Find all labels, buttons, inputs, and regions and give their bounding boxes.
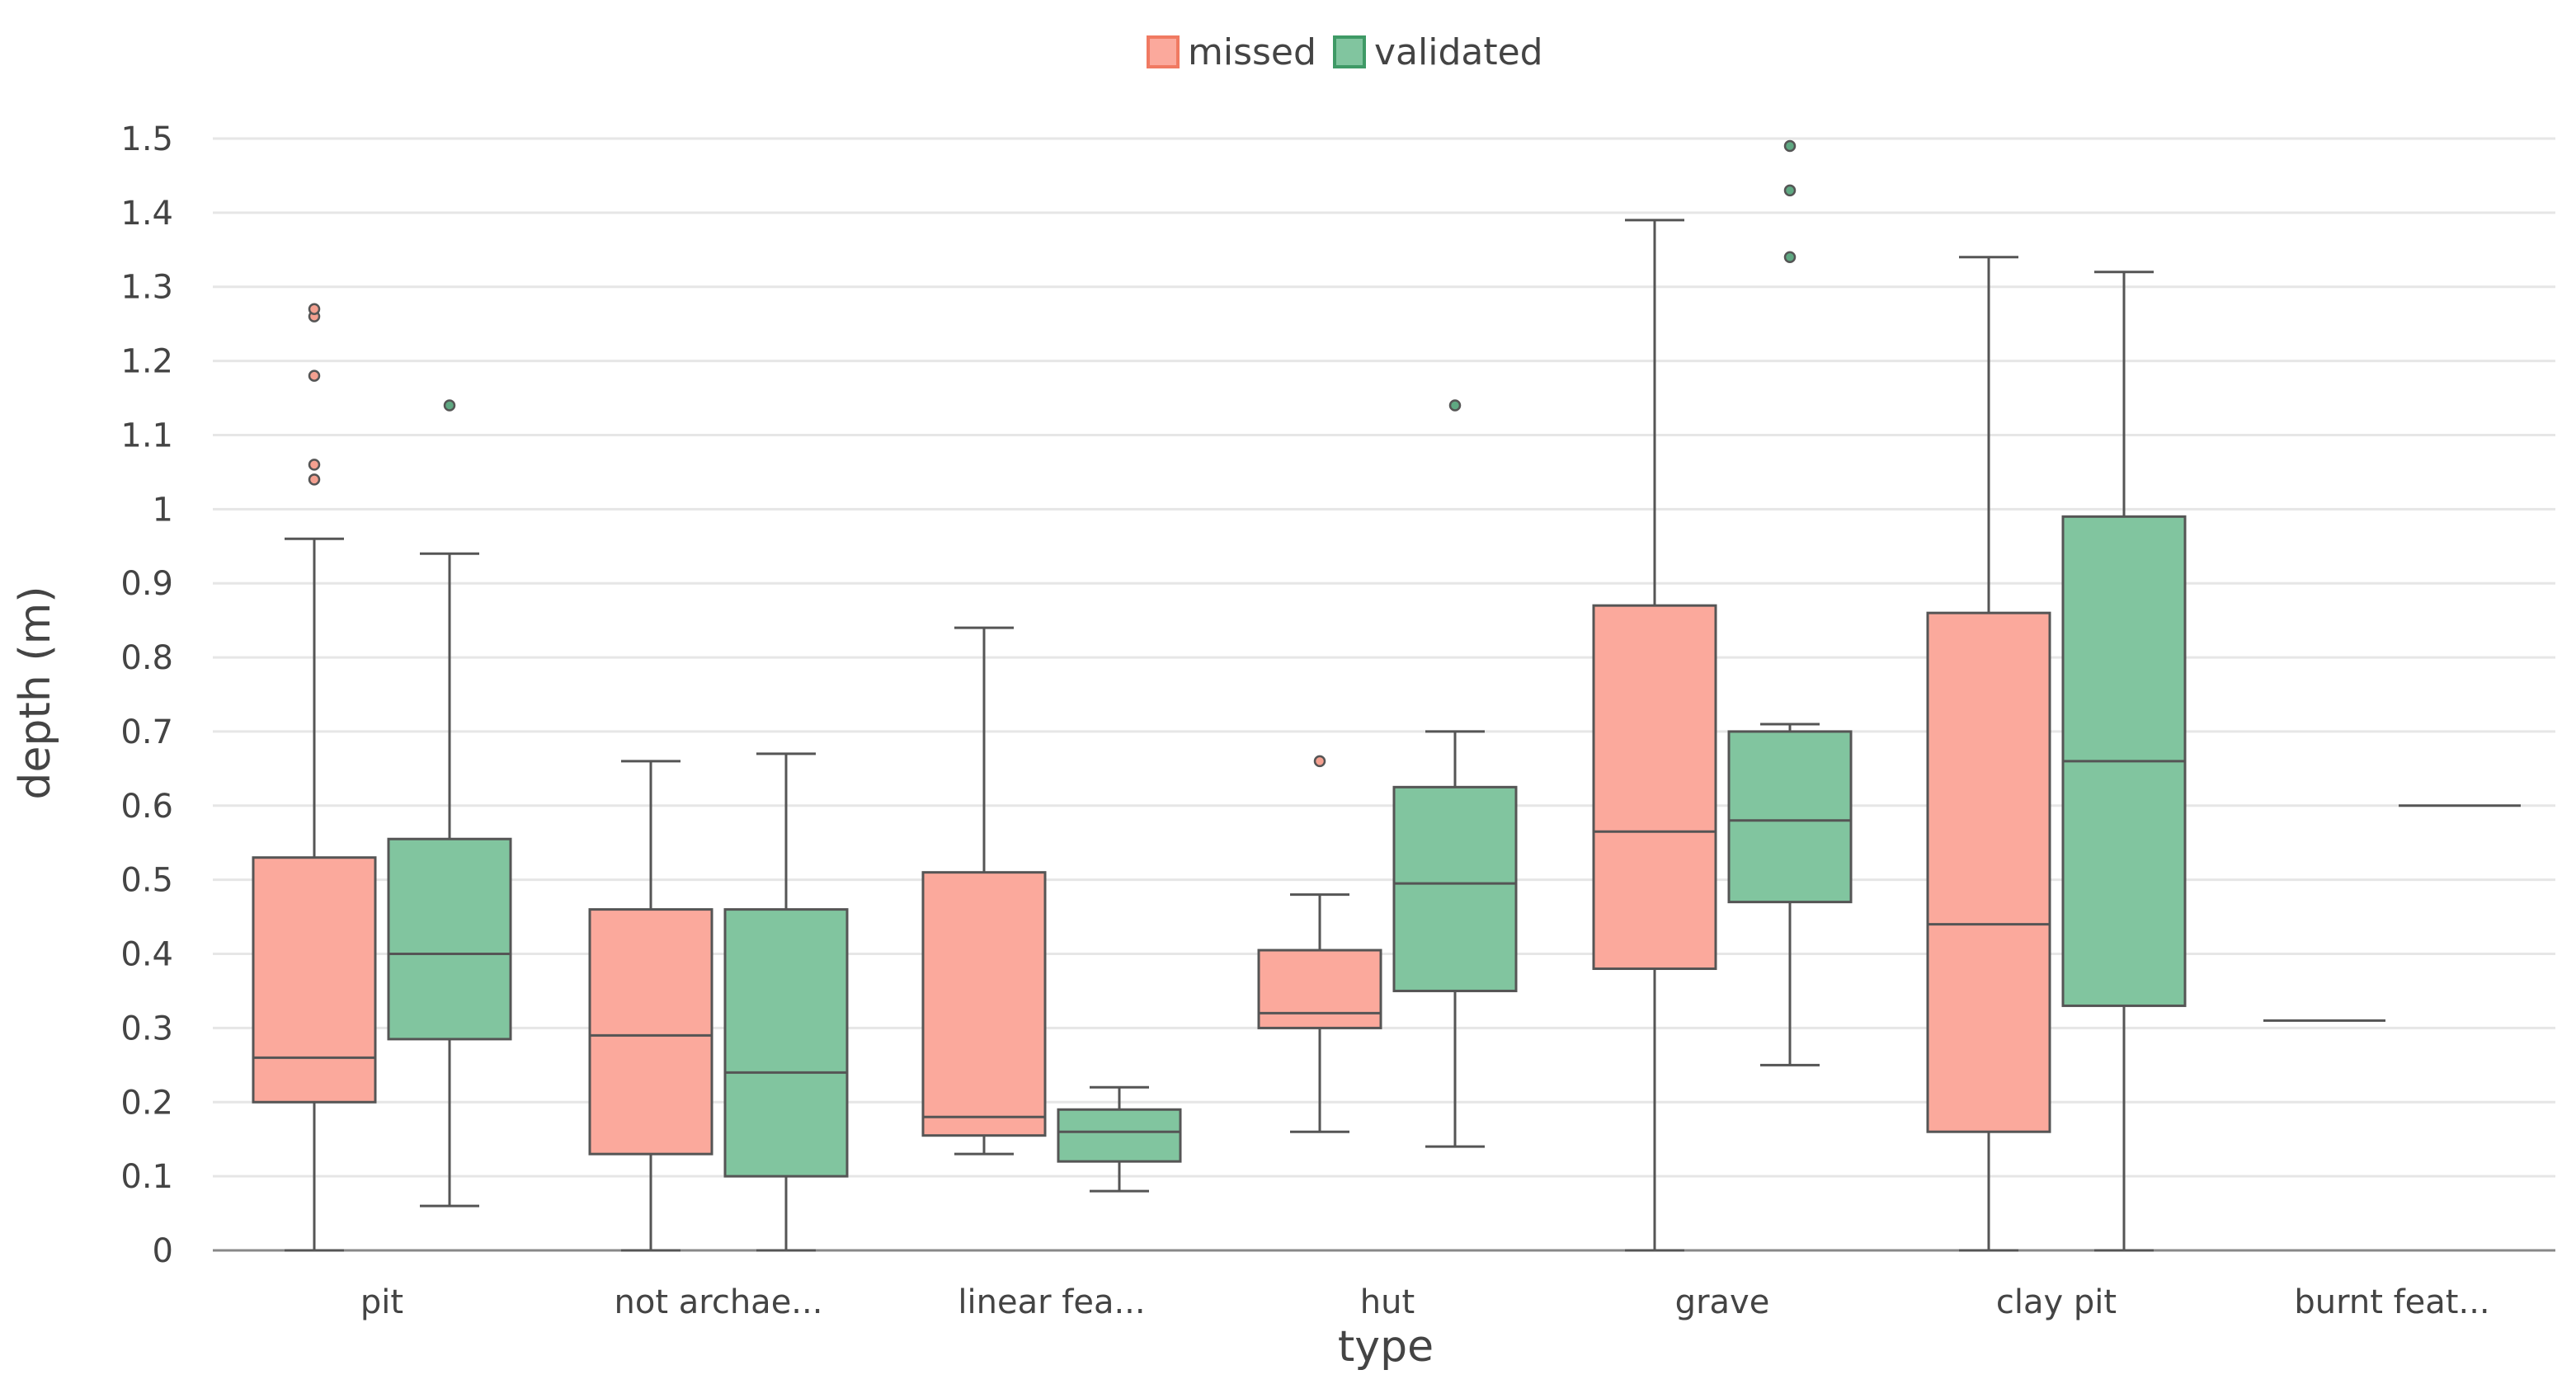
- box-iqr: [1392, 785, 1518, 992]
- x-tick-label: burnt feat...: [2294, 1283, 2489, 1321]
- box-iqr: [387, 837, 512, 1041]
- outlier-point[interactable]: [308, 303, 321, 315]
- box-iqr: [1257, 949, 1382, 1029]
- outlier-point[interactable]: [308, 370, 321, 382]
- box-validated-5[interactable]: [2061, 271, 2187, 1252]
- outlier-point[interactable]: [1313, 755, 1326, 768]
- y-tick-label: 1.2: [120, 343, 173, 381]
- box-iqr: [723, 908, 849, 1178]
- y-tick-label: 1.3: [120, 269, 173, 307]
- x-axis-tick-labels: pit not archae... linear fea... hut grave cla…: [360, 1283, 2490, 1321]
- box-validated-4[interactable]: [1727, 139, 1853, 1066]
- box-iqr: [588, 908, 713, 1156]
- box-missed-1[interactable]: [588, 760, 713, 1252]
- x-tick-label: grave: [1675, 1283, 1770, 1321]
- box-missed-2[interactable]: [921, 626, 1047, 1156]
- outlier-point[interactable]: [1448, 399, 1462, 412]
- y-tick-label: 0.3: [120, 1010, 173, 1047]
- x-tick-label: hut: [1360, 1283, 1415, 1321]
- y-tick-label: 0.2: [120, 1084, 173, 1122]
- x-tick-label: not archae...: [615, 1283, 823, 1321]
- legend-swatch-validated[interactable]: [1333, 35, 1366, 68]
- y-tick-label: 0.4: [120, 936, 173, 974]
- box-validated-2[interactable]: [1057, 1085, 1182, 1193]
- boxes: [252, 139, 2521, 1252]
- outlier-point[interactable]: [443, 399, 456, 412]
- box-missed-0[interactable]: [252, 303, 377, 1252]
- box-iqr: [252, 856, 377, 1104]
- box-iqr: [1727, 730, 1853, 904]
- legend-label-missed: missed: [1188, 31, 1316, 73]
- y-tick-label: 0.7: [120, 713, 173, 751]
- legend-label-validated: validated: [1374, 31, 1543, 73]
- grid-lines: [213, 137, 2555, 1178]
- box-iqr: [1926, 611, 2051, 1133]
- y-axis-title: depth (m): [11, 586, 60, 799]
- legend: missed validated: [1147, 31, 1543, 73]
- y-tick-label: 1.5: [120, 120, 173, 158]
- y-tick-label: 0.1: [120, 1158, 173, 1196]
- outlier-point[interactable]: [308, 459, 321, 471]
- y-tick-label: 0.5: [120, 862, 173, 900]
- outlier-point[interactable]: [308, 473, 321, 486]
- y-tick-label: 0.8: [120, 639, 173, 677]
- x-tick-label: linear fea...: [958, 1283, 1145, 1321]
- box-iqr: [1057, 1108, 1182, 1163]
- y-axis-tick-labels: 0 0.1 0.2 0.3 0.4 0.5 0.6 0.7 0.8 0.9 1 1.1 1.2 1.3 1.…: [120, 120, 173, 1270]
- box-iqr: [1592, 604, 1717, 971]
- box-missed-3[interactable]: [1257, 755, 1382, 1133]
- y-tick-label: 0: [153, 1232, 173, 1270]
- box-validated-3[interactable]: [1392, 399, 1518, 1148]
- x-tick-label: pit: [360, 1283, 403, 1321]
- box-missed-5[interactable]: [1926, 256, 2051, 1252]
- outlier-point[interactable]: [1783, 139, 1797, 153]
- y-tick-label: 1: [153, 491, 173, 529]
- y-tick-label: 1.1: [120, 417, 173, 454]
- outlier-point[interactable]: [1783, 251, 1797, 264]
- outlier-point[interactable]: [1783, 184, 1797, 197]
- box-iqr: [921, 871, 1047, 1137]
- box-missed-4[interactable]: [1592, 219, 1717, 1252]
- y-tick-label: 0.6: [120, 788, 173, 826]
- x-axis-title: type: [1338, 1322, 1434, 1372]
- y-tick-label: 0.9: [120, 565, 173, 603]
- box-validated-1[interactable]: [723, 752, 849, 1252]
- x-tick-label: clay pit: [1996, 1283, 2117, 1321]
- legend-swatch-missed[interactable]: [1147, 35, 1180, 68]
- y-tick-label: 1.4: [120, 195, 173, 233]
- box-validated-0[interactable]: [387, 399, 512, 1207]
